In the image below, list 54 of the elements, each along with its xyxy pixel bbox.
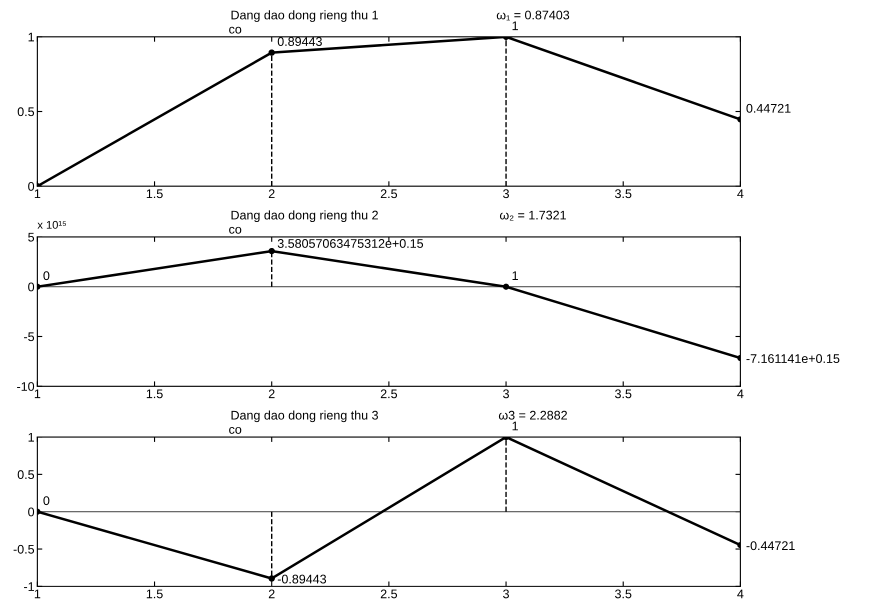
x-tick-label: 4 (737, 189, 744, 198)
annotation: 1 (512, 271, 518, 280)
x-tick-label: 2 (268, 189, 275, 198)
x-tick-label: 3.5 (615, 589, 632, 598)
y-tick-label: 5 (28, 232, 34, 242)
y-tick-label: 1 (28, 432, 34, 442)
y-tick-label: -5 (24, 332, 34, 342)
x-tick-label: 4 (737, 590, 744, 598)
y-tick-label: 0.5 (18, 470, 34, 480)
x-tick-label: 2.5 (380, 189, 398, 198)
chart-title: Dang dao dong rieng thu 2 (232, 210, 378, 222)
data-label: 1 (512, 21, 518, 30)
text: co (229, 426, 242, 434)
data-label: -0.44721 (746, 541, 795, 550)
x-tick-label: 2 (268, 589, 275, 598)
x-tick-label: 1 (34, 390, 40, 398)
x-tick-label: 3.5 (615, 389, 632, 398)
chart-subtitle: ω3 = 2.2882 (498, 410, 567, 420)
data-label: 1 (512, 422, 518, 430)
chart-subtitle: ω₂ = 1.7321 (500, 210, 566, 220)
x-tick-label: 2.5 (380, 389, 398, 398)
y-tick-label: 1 (28, 32, 34, 42)
y-tick-label: -10 (17, 382, 34, 391)
data-label: -0.89443 (278, 574, 326, 584)
x-tick-label: 3 (503, 189, 509, 198)
y-tick-label: 0 (28, 508, 34, 516)
data-label: 0 (43, 496, 50, 506)
x-tick-label: 1.5 (146, 590, 163, 598)
y-tick-label: -0.5 (14, 544, 34, 554)
x-tick-label: 3 (503, 589, 509, 598)
chart-subtitle: ω₁ = 0.87403 (496, 10, 570, 20)
chart-title: Dang dao dong rieng thu 1 (232, 10, 378, 22)
x-tick-label: 3.5 (615, 189, 632, 198)
x-tick-label: 1.5 (146, 390, 163, 398)
text: co (229, 226, 242, 234)
x-tick-label: 1 (34, 189, 40, 198)
x-tick-label: 1.5 (146, 189, 163, 198)
y-tick-label: 0.5 (18, 107, 34, 116)
text: co (229, 26, 242, 34)
y-tick-label: 0 (28, 182, 34, 191)
x-tick-label: 3 (503, 389, 509, 398)
x-tick-label: 2 (268, 389, 275, 398)
annotation: 0 (43, 271, 50, 280)
y-tick-label: 0 (28, 282, 34, 292)
annotation: -7.161141e+0.15 (746, 354, 840, 364)
chart-title: Dang dao dong rieng thu 3 (232, 410, 378, 422)
data-label: 0.44721 (746, 104, 791, 113)
x-tick-label: 1 (34, 590, 40, 598)
x-tick-label: 4 (737, 390, 744, 398)
text: x 10¹⁵ (37, 220, 66, 229)
x-tick-label: 2.5 (380, 589, 398, 598)
y-tick-label: -1 (24, 582, 34, 591)
data-label: 0.89443 (278, 37, 322, 46)
annotation: 3.58057063475312e+0.15 (278, 239, 424, 248)
